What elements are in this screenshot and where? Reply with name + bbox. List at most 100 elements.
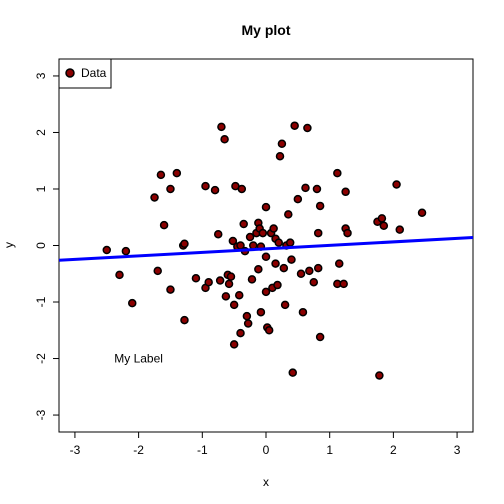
- data-point: [236, 328, 245, 338]
- data-point: [293, 194, 303, 204]
- data-point: [234, 290, 244, 300]
- data-point: [279, 263, 289, 273]
- data-point: [277, 139, 287, 149]
- data-point: [215, 276, 225, 285]
- data-point: [303, 123, 312, 133]
- data-point: [180, 239, 189, 249]
- data-point: [375, 371, 384, 380]
- data-point: [153, 266, 162, 276]
- data-point: [339, 279, 348, 289]
- data-point: [213, 229, 223, 239]
- data-point: [229, 300, 239, 310]
- data-point: [201, 181, 210, 191]
- y-tick-label: -3: [34, 409, 48, 420]
- data-point: [261, 287, 271, 297]
- data-points: [102, 121, 427, 380]
- data-point: [221, 292, 231, 301]
- data-point: [395, 225, 405, 234]
- x-tick-label: 3: [454, 443, 461, 457]
- data-point: [285, 238, 295, 247]
- data-point: [156, 170, 166, 180]
- data-point: [333, 168, 342, 178]
- data-point: [334, 259, 344, 268]
- data-point: [271, 259, 280, 268]
- legend: Data: [58, 58, 112, 89]
- data-point: [287, 255, 296, 264]
- y-tick-label: -2: [34, 353, 48, 364]
- data-point: [249, 241, 258, 250]
- data-point: [261, 202, 271, 212]
- data-point: [315, 332, 325, 342]
- y-tick-label: 1: [34, 185, 48, 192]
- data-point: [210, 185, 220, 195]
- data-point: [102, 245, 112, 255]
- chart-title: My plot: [242, 22, 291, 38]
- data-point: [280, 300, 290, 310]
- x-tick-label: -1: [197, 443, 208, 457]
- data-point: [313, 228, 323, 238]
- data-point: [204, 277, 213, 287]
- data-point: [166, 184, 175, 194]
- x-tick-label: -3: [70, 443, 81, 457]
- data-point: [245, 232, 255, 242]
- data-point: [226, 272, 236, 281]
- data-point: [301, 183, 310, 193]
- data-point: [180, 315, 189, 325]
- data-point: [239, 219, 248, 229]
- data-point: [343, 228, 352, 238]
- legend-label: Data: [81, 66, 107, 80]
- data-point: [127, 298, 137, 308]
- annotation-label: My Label: [114, 352, 163, 366]
- data-point: [243, 319, 253, 328]
- data-point: [313, 263, 323, 273]
- x-axis: -3 -2 -1 0 1 2 3: [70, 431, 461, 457]
- y-tick-label: 0: [34, 242, 48, 249]
- x-tick-label: 1: [326, 443, 333, 457]
- data-point: [258, 228, 268, 238]
- y-tick-label: 3: [34, 72, 48, 79]
- data-point: [392, 180, 401, 189]
- data-point: [224, 279, 234, 289]
- data-point: [229, 340, 239, 349]
- data-point: [309, 277, 319, 287]
- data-point: [172, 168, 182, 178]
- data-point: [315, 201, 325, 211]
- data-point: [254, 264, 263, 274]
- regression-line: [58, 236, 474, 262]
- data-point: [298, 307, 308, 317]
- data-point: [296, 269, 306, 279]
- data-point: [284, 210, 293, 219]
- data-point: [417, 208, 427, 217]
- data-point: [220, 135, 229, 144]
- data-point: [379, 221, 389, 230]
- data-point: [264, 326, 274, 335]
- data-point: [312, 184, 322, 194]
- data-point: [305, 266, 314, 276]
- data-point: [166, 285, 175, 294]
- data-point: [256, 307, 266, 317]
- data-point: [275, 151, 285, 161]
- data-point: [247, 275, 257, 284]
- data-point: [191, 274, 201, 283]
- x-axis-label: x: [263, 475, 269, 489]
- x-tick-label: -2: [133, 443, 144, 457]
- data-point: [341, 187, 350, 197]
- data-point: [377, 214, 387, 223]
- data-point: [115, 270, 124, 280]
- data-point: [217, 122, 226, 132]
- data-point: [261, 252, 271, 262]
- x-tick-label: 2: [390, 443, 397, 457]
- data-point: [274, 238, 283, 247]
- plot-area-frame: [58, 58, 474, 433]
- data-point: [273, 280, 282, 290]
- data-point: [121, 246, 131, 256]
- data-point: [228, 236, 238, 246]
- data-point: [150, 193, 159, 202]
- y-axis: -3 -2 -1 0 1 2 3: [34, 72, 60, 420]
- data-point: [288, 368, 298, 377]
- legend-marker: [65, 68, 75, 78]
- y-axis-label: y: [2, 242, 16, 248]
- data-point: [237, 184, 247, 194]
- data-point: [290, 121, 299, 130]
